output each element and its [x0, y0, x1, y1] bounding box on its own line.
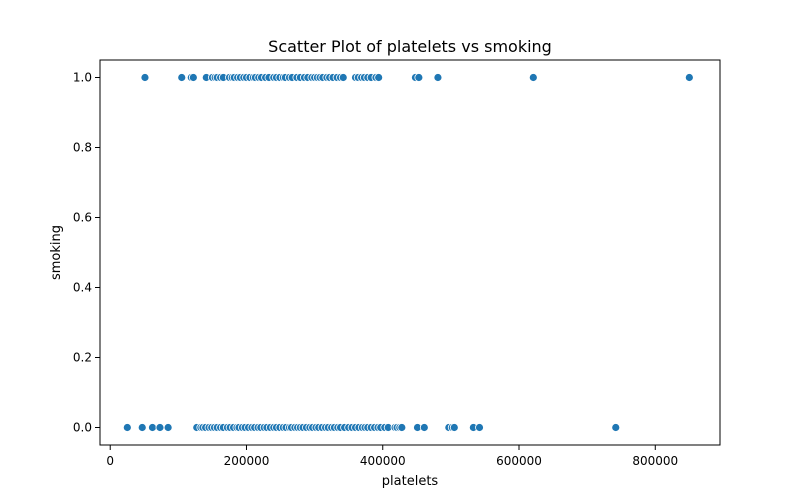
data-point	[188, 73, 198, 82]
data-point	[419, 423, 429, 432]
chart-title: Scatter Plot of platelets vs smoking	[268, 37, 552, 56]
x-tick-label: 800000	[632, 454, 678, 468]
x-tick-label: 200000	[224, 454, 270, 468]
data-point	[611, 423, 621, 432]
data-point	[155, 423, 165, 432]
data-point	[122, 423, 132, 432]
x-axis-label: platelets	[382, 474, 439, 489]
y-axis-label: smoking	[49, 225, 64, 280]
x-tick-label: 600000	[496, 454, 542, 468]
data-point	[528, 73, 538, 82]
y-tick-label: 0.6	[73, 211, 92, 225]
x-axis: 0 200000 400000 600000 800000	[106, 445, 678, 468]
y-tick-label: 1.0	[73, 71, 92, 85]
y-tick-label: 0.0	[73, 421, 92, 435]
data-point	[374, 73, 384, 82]
data-point	[137, 423, 147, 432]
data-point	[475, 423, 484, 432]
x-tick-label: 400000	[360, 454, 406, 468]
data-point	[449, 423, 459, 432]
data-point	[684, 73, 694, 82]
x-tick-label: 0	[106, 454, 114, 468]
y-axis: 0.0 0.2 0.4 0.6 0.8 1.0	[73, 71, 100, 435]
data-point	[140, 73, 150, 82]
data-point	[397, 423, 407, 432]
data-point	[433, 73, 443, 82]
points-layer	[122, 73, 694, 432]
y-tick-label: 0.4	[73, 281, 92, 295]
plot-area-frame	[99, 59, 721, 446]
y-tick-label: 0.2	[73, 351, 92, 365]
data-point	[177, 73, 187, 82]
data-point	[414, 73, 424, 82]
data-point	[163, 423, 173, 432]
y-tick-label: 0.8	[73, 141, 92, 155]
data-point	[338, 73, 348, 82]
data-point	[148, 423, 157, 432]
